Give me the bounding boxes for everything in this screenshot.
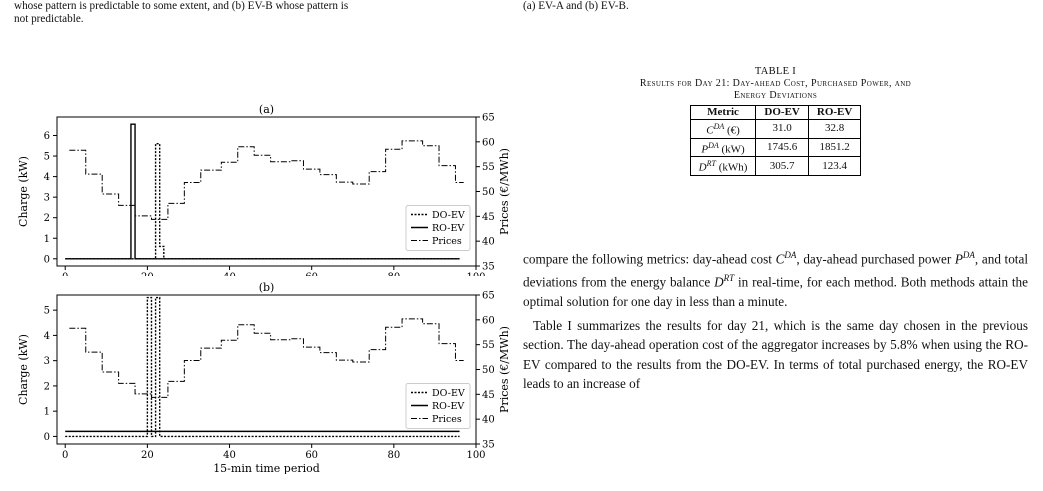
x-tick-label: 80 [387,450,400,461]
x-tick-label: 40 [223,450,236,461]
y2-tick-label: 40 [482,237,495,248]
table-header: RO-EV [807,105,862,120]
metric-cell: PDA (kW) [689,137,757,158]
ro-ev-cell: 32.8 [807,119,862,139]
y2-tick-label: 45 [482,390,495,401]
table-row: DRT (kWh) 305.7 123.4 [689,156,862,176]
y2-tick-label: 35 [482,440,495,451]
x-tick-label: 80 [387,272,400,276]
results-table-block: TABLE I Results for Day 21: Day-ahead Co… [523,66,1028,176]
x-axis-label: 15-min time period [213,462,320,474]
x-tick-label: 20 [141,450,154,461]
paragraph: Table I summarizes the results for day 2… [523,317,1028,392]
y2-tick-label: 50 [482,365,495,376]
paragraph: compare the following metrics: day-ahead… [523,250,1028,309]
ro-ev-cell: 123.4 [807,156,862,176]
y2-tick-label: 55 [482,340,495,351]
y-tick-label: 2 [44,213,50,224]
y-tick-label: 3 [44,356,50,367]
series-prices-line [69,140,464,220]
y2-tick-label: 35 [482,262,495,273]
chart-b: (b)0 20 40 60 80 10001234535404550556065Charg… [17,281,511,474]
y-tick-label: 0 [44,254,50,265]
metric-cell: DRT (kWh) [689,156,757,176]
series-do-ev-line [65,296,460,438]
figure-caption-fragment-right: (a) EV-A and (b) EV-B. [523,0,1028,13]
y-tick-label: 6 [44,131,50,142]
table-header: DO-EV [755,105,809,120]
x-tick-label: 100 [466,450,485,461]
chart-a: (a)020406080100012345635404550556065Char… [17,103,511,276]
y2-tick-label: 45 [482,212,495,223]
x-tick-label: 40 [223,272,236,276]
chart-title: (b) [259,281,275,294]
metric-cell: CDA (€) [689,119,757,139]
x-tick-label: 0 [62,272,68,276]
table-row: CDA (€) 31.0 32.8 [689,119,862,139]
x-tick-label: 60 [305,450,318,461]
do-ev-cell: 305.7 [755,156,809,176]
legend-label: DO-EV [432,388,465,399]
y-tick-label: 4 [44,172,50,183]
y-tick-label: 5 [44,306,50,317]
y-tick-label: 0 [44,432,50,443]
y-tick-label: 1 [44,407,50,418]
figure-caption-fragment: whose pattern is predictable to some ext… [14,0,519,26]
table-header: Metric [689,105,757,120]
y-tick-label: 1 [44,234,50,245]
table-row: PDA (kW) 1745.6 1851.2 [689,137,862,158]
caption-line: not predictable. [14,13,84,25]
y2-tick-label: 65 [482,113,495,124]
table-title-line: Results for Day 21: Day-ahead Cost, Purc… [639,78,912,89]
caption-line: (a) EV-A and (b) EV-B. [523,0,629,12]
caption-line: whose pattern is predictable to some ext… [14,0,349,12]
x-tick-label: 0 [62,450,68,461]
y2-tick-label: 40 [482,415,495,426]
x-tick-label: 100 [466,272,485,276]
table-header-row: Metric DO-EV RO-EV [689,105,862,120]
results-table: Metric DO-EV RO-EV CDA (€) 31.0 32.8 PDA… [689,105,862,176]
y2-tick-label: 50 [482,187,495,198]
legend-label: Prices [432,236,462,247]
series-ro-ev-line [65,123,460,260]
legend-box [405,383,471,429]
series-prices-line [69,318,464,398]
y-tick-label: 2 [44,381,50,392]
legend-label: DO-EV [432,210,465,221]
do-ev-cell: 31.0 [755,119,809,139]
legend-box [405,205,471,251]
y2-tick-label: 60 [482,315,495,326]
chart-title: (a) [259,103,274,116]
do-ev-cell: 1745.6 [755,137,809,158]
y2-axis-label: Prices (€/MWh) [498,148,511,235]
y2-tick-label: 65 [482,291,495,302]
y2-axis-label: Prices (€/MWh) [498,326,511,413]
table-label: TABLE I [754,66,797,77]
table-title: Results for Day 21: Day-ahead Cost, Purc… [523,78,1028,102]
series-do-ev-line [65,143,460,260]
y-tick-label: 4 [44,331,50,342]
x-tick-label: 60 [305,272,318,276]
y-tick-label: 3 [44,193,50,204]
y-axis-label: Charge (kW) [17,156,30,227]
legend-label: Prices [432,414,462,425]
y-tick-label: 5 [44,152,50,163]
y2-tick-label: 60 [482,137,495,148]
legend-label: RO-EV [432,223,464,234]
y-axis-label: Charge (kW) [17,334,30,405]
x-tick-label: 20 [141,272,154,276]
ro-ev-cell: 1851.2 [807,137,862,158]
table-title-line: Energy Deviations [733,90,818,101]
y2-tick-label: 55 [482,162,495,173]
body-text: compare the following metrics: day-ahead… [523,246,1028,394]
legend-label: RO-EV [432,401,464,412]
